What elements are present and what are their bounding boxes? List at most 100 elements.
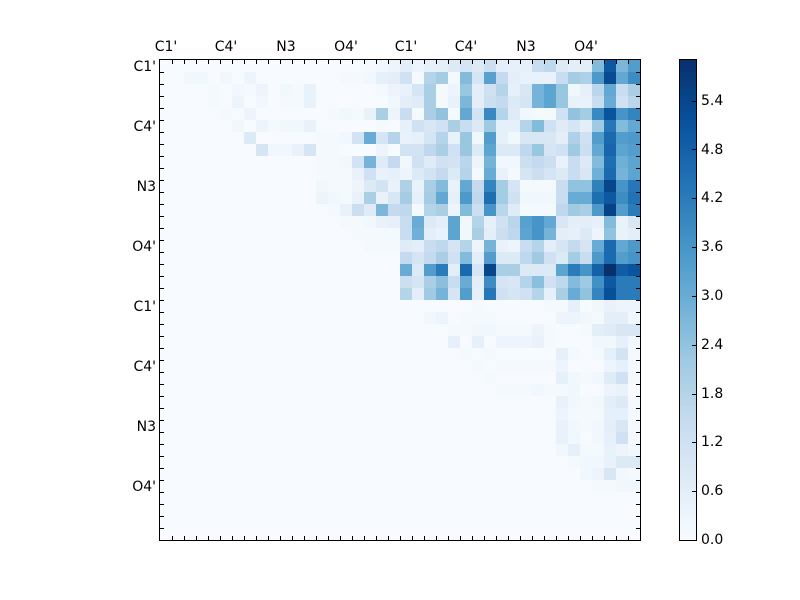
- heatmap-cell: [580, 96, 592, 108]
- heatmap-cell: [196, 180, 208, 192]
- heatmap-cell: [268, 480, 280, 492]
- heatmap-cell: [472, 264, 484, 276]
- heatmap-cell: [520, 504, 532, 516]
- heatmap-cell: [412, 528, 424, 540]
- heatmap-cell: [376, 240, 388, 252]
- heatmap-cell: [172, 60, 184, 72]
- heatmap-cell: [208, 288, 220, 300]
- heatmap-cell: [220, 288, 232, 300]
- heatmap-cell: [424, 60, 436, 72]
- heatmap-cell: [556, 372, 568, 384]
- heatmap-cell: [244, 348, 256, 360]
- heatmap-cell: [508, 168, 520, 180]
- heatmap-cell: [580, 144, 592, 156]
- heatmap-cell: [580, 492, 592, 504]
- heatmap-cell: [268, 156, 280, 168]
- heatmap-cell: [544, 504, 556, 516]
- heatmap-cell: [472, 60, 484, 72]
- heatmap-cell: [352, 348, 364, 360]
- heatmap-cell: [484, 492, 496, 504]
- heatmap-cell: [352, 516, 364, 528]
- heatmap-cell: [412, 60, 424, 72]
- heatmap-cell: [280, 96, 292, 108]
- heatmap-cell: [448, 264, 460, 276]
- heatmap-cell: [604, 252, 616, 264]
- heatmap-cell: [544, 528, 556, 540]
- heatmap-cell: [436, 120, 448, 132]
- axis-tick: [160, 432, 164, 433]
- heatmap-cell: [400, 480, 412, 492]
- heatmap-cell: [232, 264, 244, 276]
- heatmap-cell: [304, 216, 316, 228]
- heatmap-cell: [220, 216, 232, 228]
- y-tick-label: N3: [136, 419, 156, 435]
- heatmap-cell: [256, 456, 268, 468]
- heatmap-cell: [328, 480, 340, 492]
- heatmap-cell: [580, 204, 592, 216]
- heatmap-cell: [400, 312, 412, 324]
- heatmap-cell: [160, 528, 172, 540]
- heatmap-cell: [436, 324, 448, 336]
- heatmap-cell: [472, 120, 484, 132]
- heatmap-cell: [316, 240, 328, 252]
- heatmap-cell: [328, 324, 340, 336]
- heatmap-cell: [256, 408, 268, 420]
- heatmap-cell: [508, 312, 520, 324]
- heatmap-cell: [244, 72, 256, 84]
- heatmap-cell: [172, 480, 184, 492]
- heatmap-cell: [496, 348, 508, 360]
- heatmap-cell: [460, 60, 472, 72]
- heatmap-cell: [328, 516, 340, 528]
- colorbar-label: 0.0: [701, 532, 724, 548]
- heatmap-cell: [508, 420, 520, 432]
- heatmap-cell: [412, 180, 424, 192]
- heatmap-cell: [256, 504, 268, 516]
- heatmap-cell: [544, 456, 556, 468]
- heatmap-cell: [400, 132, 412, 144]
- heatmap-cell: [196, 192, 208, 204]
- heatmap-cell: [340, 492, 352, 504]
- heatmap-cell: [232, 312, 244, 324]
- heatmap-cell: [160, 348, 172, 360]
- heatmap-cell: [592, 528, 604, 540]
- heatmap-cell: [400, 324, 412, 336]
- heatmap-cell: [328, 84, 340, 96]
- y-tick-label: N3: [136, 179, 156, 195]
- heatmap-cell: [580, 276, 592, 288]
- heatmap-cell: [280, 396, 292, 408]
- heatmap-cell: [592, 288, 604, 300]
- heatmap-cell: [340, 168, 352, 180]
- heatmap-cell: [508, 516, 520, 528]
- heatmap-cell: [544, 348, 556, 360]
- heatmap-cell: [400, 192, 412, 204]
- heatmap-cell: [244, 468, 256, 480]
- heatmap-cell: [424, 84, 436, 96]
- heatmap-cell: [424, 204, 436, 216]
- heatmap-cell: [292, 120, 304, 132]
- heatmap-cell: [400, 516, 412, 528]
- heatmap-cell: [472, 456, 484, 468]
- heatmap-cell: [316, 444, 328, 456]
- heatmap-cell: [292, 468, 304, 480]
- heatmap-cell: [616, 468, 628, 480]
- heatmap-cell: [568, 456, 580, 468]
- heatmap-cell: [460, 108, 472, 120]
- heatmap-cell: [172, 468, 184, 480]
- heatmap-cell: [340, 120, 352, 132]
- heatmap-cell: [340, 180, 352, 192]
- heatmap-cell: [160, 396, 172, 408]
- heatmap-cell: [628, 468, 640, 480]
- heatmap-cell: [448, 372, 460, 384]
- heatmap-cell: [328, 348, 340, 360]
- heatmap-cell: [160, 288, 172, 300]
- heatmap-cell: [196, 444, 208, 456]
- heatmap-cell: [220, 204, 232, 216]
- heatmap-cell: [304, 456, 316, 468]
- heatmap-cell: [424, 240, 436, 252]
- heatmap-cell: [424, 336, 436, 348]
- heatmap-cell: [616, 84, 628, 96]
- heatmap-cell: [304, 84, 316, 96]
- heatmap-cell: [184, 156, 196, 168]
- heatmap-cell: [556, 432, 568, 444]
- heatmap-cell: [484, 288, 496, 300]
